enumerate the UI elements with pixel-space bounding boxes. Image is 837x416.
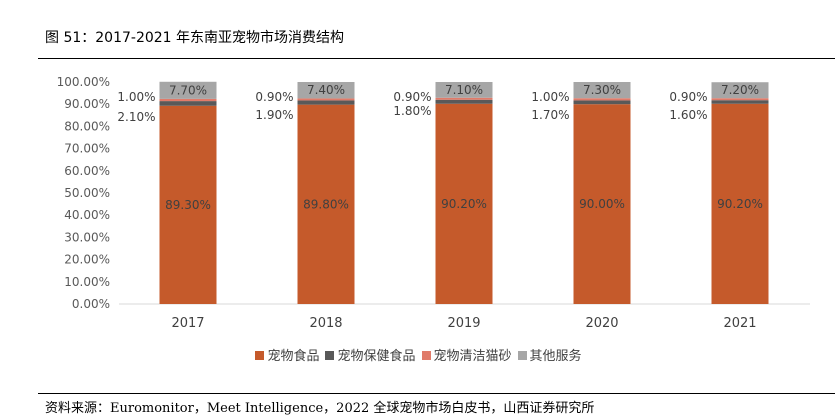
bar-segment-pet-litter xyxy=(159,98,217,102)
data-label-other-service: 7.40% xyxy=(307,83,345,97)
x-tick-label: 2020 xyxy=(585,316,618,331)
data-label-other-service: 7.70% xyxy=(169,84,207,98)
data-label-other-service: 7.20% xyxy=(721,83,759,97)
legend-swatch xyxy=(517,351,527,360)
legend-label: 宠物保健食品 xyxy=(337,349,416,364)
legend-label: 其他服务 xyxy=(529,349,582,364)
y-tick-label: 90.00% xyxy=(64,97,110,111)
bar-segment-other-service xyxy=(573,82,631,99)
legend-swatch xyxy=(421,351,431,360)
chart-legend: 宠物食品 宠物保健食品 宠物清洁猫砂 其他服务 xyxy=(0,345,837,364)
bar-segment-pet-health-food xyxy=(711,100,769,104)
legend-label: 宠物清洁猫砂 xyxy=(433,349,512,364)
legend-item-other-service: 其他服务 xyxy=(517,345,582,364)
legend-swatch xyxy=(325,351,335,360)
bar-segment-other-service xyxy=(711,82,769,99)
bar-segment-pet-health-food xyxy=(159,101,217,106)
data-label-pet-food: 89.30% xyxy=(165,198,211,212)
data-label-other-service: 7.10% xyxy=(445,83,483,97)
y-tick-label: 30.00% xyxy=(64,230,110,244)
bar-segment-pet-litter xyxy=(711,98,769,101)
legend-item-pet-food: 宠物食品 xyxy=(255,345,319,364)
x-tick-label: 2021 xyxy=(723,316,756,331)
bottom-rule xyxy=(38,393,835,394)
data-label-pet-litter: 0.90% xyxy=(393,90,431,104)
data-label-pet-food: 90.20% xyxy=(717,197,763,211)
data-label-pet-food: 89.80% xyxy=(303,197,349,211)
y-tick-label: 80.00% xyxy=(64,119,110,133)
legend-swatch xyxy=(255,351,265,360)
stacked-bar-chart: 0.00% 10.00% 20.00% 30.00% 40.00% 50.00% 60.00… xyxy=(57,75,810,331)
x-tick-label: 2018 xyxy=(309,316,342,331)
data-label-pet-litter: 0.90% xyxy=(669,90,707,104)
legend-label: 宠物食品 xyxy=(267,349,320,364)
y-tick-label: 0.00% xyxy=(72,297,110,311)
bar-segment-pet-health-food xyxy=(435,99,493,104)
y-tick-label: 70.00% xyxy=(64,142,110,156)
source-note: 资料来源：Euromonitor，Meet Intelligence，2022 … xyxy=(45,401,595,416)
y-tick-label: 100.00% xyxy=(57,75,110,89)
data-label-pet-litter: 1.00% xyxy=(531,90,569,104)
data-label-pet-food: 90.00% xyxy=(579,197,625,211)
bar-segment-pet-health-food xyxy=(297,100,355,105)
bar-segment-pet-litter xyxy=(573,98,631,101)
bar-segment-pet-food xyxy=(297,104,355,304)
bar-segment-pet-health-food xyxy=(573,100,631,105)
data-label-pet-health-food: 1.90% xyxy=(255,108,293,122)
bar-segment-pet-food xyxy=(711,103,769,304)
data-label-pet-health-food: 2.10% xyxy=(117,110,155,124)
top-rule xyxy=(38,58,835,59)
bar-segment-other-service xyxy=(159,81,217,99)
data-label-other-service: 7.30% xyxy=(583,83,621,97)
legend-item-pet-health-food: 宠物保健食品 xyxy=(325,345,416,364)
x-tick-label: 2017 xyxy=(171,316,204,331)
data-label-pet-health-food: 1.80% xyxy=(393,104,431,118)
data-label-pet-health-food: 1.70% xyxy=(531,108,569,122)
y-tick-label: 20.00% xyxy=(64,253,110,267)
bar-segment-other-service xyxy=(435,82,493,98)
bar-segment-pet-food xyxy=(159,105,217,304)
y-tick-label: 60.00% xyxy=(64,164,110,178)
bar-segment-pet-litter xyxy=(435,97,493,100)
y-tick-label: 50.00% xyxy=(64,186,110,200)
x-tick-label: 2019 xyxy=(447,316,480,331)
bar-segment-pet-food xyxy=(435,103,493,304)
bar-segment-pet-litter xyxy=(297,98,355,101)
data-label-pet-litter: 0.90% xyxy=(255,90,293,104)
y-tick-label: 10.00% xyxy=(64,275,110,289)
bar-segment-pet-food xyxy=(573,104,631,304)
data-label-pet-health-food: 1.60% xyxy=(669,108,707,122)
legend-item-pet-litter: 宠物清洁猫砂 xyxy=(421,345,512,364)
data-label-pet-food: 90.20% xyxy=(441,197,487,211)
figure-title: 图 51：2017-2021 年东南亚宠物市场消费结构 xyxy=(45,30,345,46)
bar-segment-other-service xyxy=(297,82,355,99)
data-label-pet-litter: 1.00% xyxy=(117,90,155,104)
y-tick-label: 40.00% xyxy=(64,208,110,222)
